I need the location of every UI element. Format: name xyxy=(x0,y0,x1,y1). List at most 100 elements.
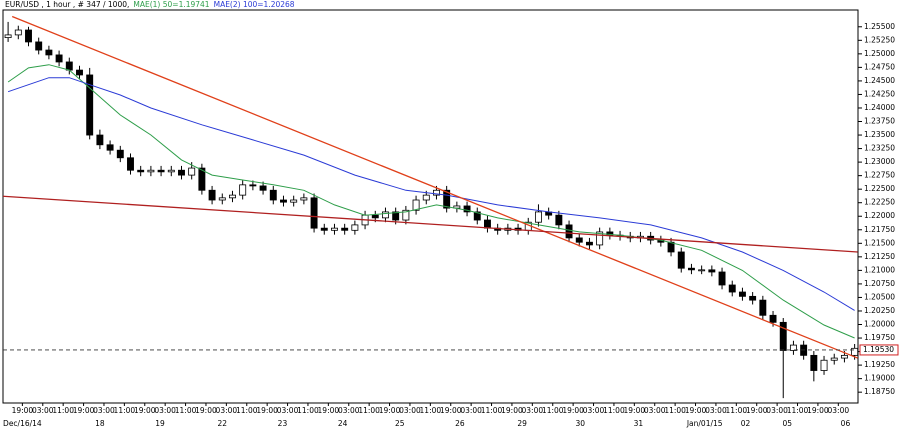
x-tick-label: 11:00 xyxy=(52,406,74,415)
x-tick-label: 03:00 xyxy=(522,406,544,415)
x-tick-label: 19:00 xyxy=(562,406,584,415)
trendline xyxy=(11,15,858,359)
candle-body xyxy=(45,49,53,56)
x-tick-label: 03:00 xyxy=(644,406,666,415)
candle-body xyxy=(759,299,767,316)
y-tick-label: 1.25250 xyxy=(864,35,895,44)
x-tick-label: 11:00 xyxy=(358,406,380,415)
date-label: 19 xyxy=(155,419,165,428)
date-label: 06 xyxy=(841,419,851,428)
date-label: 18 xyxy=(95,419,105,428)
candle-body xyxy=(840,354,848,359)
candle-body xyxy=(269,189,277,201)
x-tick-label: 11:00 xyxy=(603,406,625,415)
x-tick-label: 19:00 xyxy=(807,406,829,415)
x-tick-label: 03:00 xyxy=(216,406,238,415)
x-tick-label: 19:00 xyxy=(746,406,768,415)
y-tick-label: 1.19750 xyxy=(864,333,895,342)
candle-body xyxy=(728,284,736,293)
y-tick-label: 1.25500 xyxy=(864,22,895,31)
y-tick-label: 1.21250 xyxy=(864,252,895,261)
candle-body xyxy=(473,211,481,221)
candle-body xyxy=(708,269,716,273)
y-tick-label: 1.22000 xyxy=(864,211,895,220)
candle-body xyxy=(137,169,145,173)
candle-body xyxy=(351,224,359,231)
date-label: 29 xyxy=(517,419,527,428)
candle-body xyxy=(382,211,389,219)
candle-body xyxy=(96,134,104,146)
x-tick-label: 19:00 xyxy=(624,406,646,415)
date-label: 23 xyxy=(278,419,288,428)
candle-body xyxy=(167,169,175,173)
candle-body xyxy=(820,359,828,371)
y-tick-label: 1.23500 xyxy=(864,130,895,139)
y-tick-label: 1.18750 xyxy=(864,387,895,396)
y-tick-label: 1.24750 xyxy=(864,62,895,71)
y-tick-label: 1.25000 xyxy=(864,49,895,58)
x-tick-label: 19:00 xyxy=(256,406,278,415)
candle-body xyxy=(718,271,726,286)
candle-body xyxy=(280,199,287,203)
date-label: 31 xyxy=(634,419,644,428)
candle-body xyxy=(239,184,247,196)
legend-entry: MAE(1) 50=1.19741 xyxy=(133,0,209,9)
x-tick-label: 19:00 xyxy=(195,406,217,415)
candle-body xyxy=(555,214,563,226)
candle-body xyxy=(371,214,379,219)
x-tick-label: 11:00 xyxy=(236,406,258,415)
y-tick-label: 1.23750 xyxy=(864,117,895,126)
candle-body xyxy=(300,197,308,201)
x-tick-label: 03:00 xyxy=(460,406,482,415)
trendline xyxy=(2,195,858,253)
x-tick-label: 19:00 xyxy=(12,406,34,415)
candle-body xyxy=(698,269,706,272)
x-tick-label: 03:00 xyxy=(766,406,788,415)
y-tick-label: 1.20500 xyxy=(864,292,895,301)
candle-body xyxy=(147,169,155,173)
y-tick-label: 1.19000 xyxy=(864,374,895,383)
candle-body xyxy=(259,185,267,191)
candle-body xyxy=(55,54,63,63)
candle-body xyxy=(433,189,440,196)
y-tick-label: 1.20750 xyxy=(864,279,895,288)
candle-body xyxy=(157,169,165,173)
date-label: 25 xyxy=(395,419,405,428)
candle-body xyxy=(575,237,583,243)
candle-body xyxy=(331,227,338,231)
candle-body xyxy=(320,227,328,231)
y-tick-label: 1.19250 xyxy=(864,360,895,369)
candle-body xyxy=(35,41,43,51)
candle-body xyxy=(565,224,573,239)
date-label: Jan/01/15 xyxy=(686,419,723,428)
x-tick-label: 11:00 xyxy=(542,406,564,415)
x-tick-label: 19:00 xyxy=(379,406,401,415)
candle-body xyxy=(484,219,491,229)
y-tick-label: 1.22250 xyxy=(864,198,895,207)
y-tick-label: 1.20250 xyxy=(864,306,895,315)
date-label: 05 xyxy=(783,419,793,428)
chart-title: EUR/USD , 1 hour , # 347 / 1000, xyxy=(5,0,129,9)
candle-body xyxy=(534,211,542,223)
x-tick-label: 03:00 xyxy=(154,406,176,415)
candle-body xyxy=(249,184,257,187)
candle-body xyxy=(789,344,797,351)
candle-body xyxy=(76,69,83,76)
candle-body xyxy=(596,231,604,246)
candle-body xyxy=(585,241,593,246)
date-label: Dec/16/14 xyxy=(3,419,42,428)
candle-body xyxy=(687,267,695,271)
candle-body xyxy=(677,251,685,269)
x-tick-label: 19:00 xyxy=(134,406,156,415)
candle-body xyxy=(218,197,226,201)
candle-body xyxy=(188,167,196,176)
y-tick-label: 1.21500 xyxy=(864,238,895,247)
candle-body xyxy=(178,169,185,176)
y-tick-label: 1.24000 xyxy=(864,103,895,112)
candle-body xyxy=(443,189,451,209)
y-tick-label: 1.24250 xyxy=(864,89,895,98)
moving-average xyxy=(7,77,855,311)
candle-body xyxy=(412,199,420,211)
last-price-label: 1.19530 xyxy=(863,345,894,354)
